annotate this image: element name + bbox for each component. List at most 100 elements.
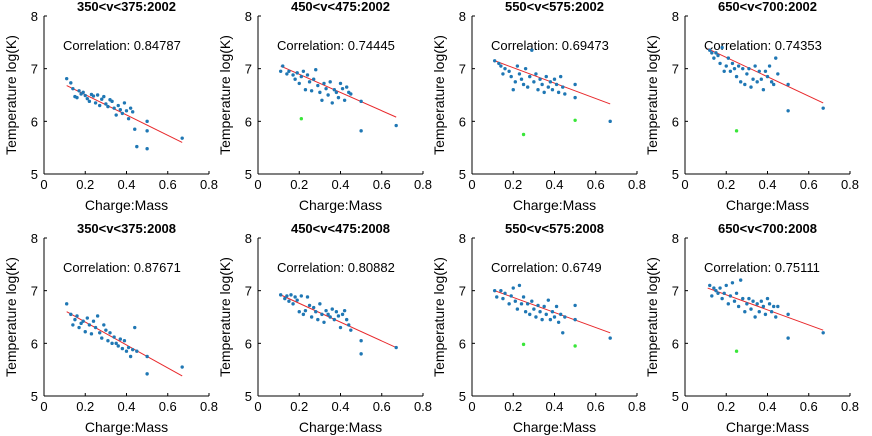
data-point [759, 77, 764, 81]
data-point [786, 312, 790, 317]
data-point [507, 69, 511, 74]
x-tick-label: 0 [681, 399, 688, 414]
data-point [145, 147, 149, 151]
data-point [720, 296, 724, 301]
data-point [133, 325, 137, 330]
data-point [316, 317, 320, 322]
data-point [714, 288, 718, 293]
data-point [747, 296, 751, 301]
x-tick-label: 0.8 [841, 177, 859, 192]
data-point [336, 95, 341, 100]
data-point [307, 303, 312, 308]
data-point [757, 69, 761, 74]
data-point [283, 296, 287, 301]
data-point [85, 96, 90, 101]
data-point [710, 294, 714, 298]
data-point [563, 92, 567, 96]
data-point [561, 331, 565, 335]
correlation-label: Correlation: 0.69473 [491, 38, 609, 53]
data-point [726, 56, 731, 60]
x-tick-label: 0 [254, 177, 261, 192]
data-point [77, 325, 81, 330]
data-point [710, 51, 714, 55]
data-point [767, 64, 772, 68]
data-point [324, 308, 328, 313]
data-point [278, 293, 283, 297]
fit-line [66, 85, 183, 143]
y-tick-label: 8 [31, 9, 38, 24]
data-point [145, 354, 149, 359]
data-point [83, 93, 87, 98]
data-point [328, 315, 332, 319]
data-point [743, 310, 747, 314]
data-point [106, 104, 110, 109]
data-point [532, 307, 536, 311]
correlation-label: Correlation: 0.6749 [491, 260, 602, 275]
data-point [135, 349, 139, 353]
data-point [104, 328, 108, 332]
y-tick-label: 8 [245, 9, 252, 24]
data-point [126, 117, 131, 121]
data-point [753, 64, 757, 68]
data-point [730, 61, 735, 66]
data-point [303, 88, 308, 92]
data-point [349, 92, 353, 96]
data-point [722, 291, 726, 295]
y-tick-label: 7 [672, 284, 679, 299]
data-point [97, 103, 102, 108]
y-axis-label: Temperature log(K) [217, 257, 233, 377]
data-point [708, 283, 712, 288]
data-point [102, 323, 106, 327]
data-point [110, 341, 114, 346]
data-point [281, 64, 285, 68]
x-tick-label: 0.2 [290, 399, 308, 414]
data-point [573, 82, 577, 87]
data-point [573, 303, 577, 308]
y-tick-label: 5 [31, 167, 38, 182]
data-point [135, 144, 139, 149]
x-tick-label: 0.4 [758, 177, 776, 192]
y-tick-label: 7 [672, 62, 679, 77]
data-point [87, 323, 92, 327]
data-point [503, 291, 507, 295]
data-point [334, 310, 339, 314]
data-point [309, 89, 314, 93]
data-point [734, 291, 739, 295]
x-axis-label: Charge:Mass [299, 419, 382, 435]
outlier-point [734, 349, 739, 353]
data-point [536, 88, 540, 92]
y-tick-label: 6 [672, 336, 679, 351]
data-point [69, 312, 73, 317]
data-point [732, 66, 737, 71]
data-point [726, 302, 731, 306]
outlier-point [573, 118, 577, 122]
data-point [501, 296, 505, 301]
data-point [774, 56, 778, 60]
outlier-point [521, 342, 526, 347]
fit-line [66, 311, 183, 377]
data-point [180, 365, 184, 369]
correlation-label: Correlation: 0.84787 [63, 38, 181, 53]
x-axis-label: Charge:Mass [85, 419, 168, 435]
data-point [342, 98, 347, 102]
data-point [776, 72, 780, 76]
x-tick-label: 0.2 [504, 399, 522, 414]
data-point [359, 339, 363, 343]
y-tick-label: 7 [245, 62, 252, 77]
data-point [509, 74, 513, 79]
data-point [301, 69, 306, 74]
data-point [751, 299, 755, 303]
data-point [507, 302, 511, 306]
y-tick-label: 6 [459, 114, 466, 129]
data-point [554, 82, 559, 87]
data-point [538, 310, 542, 314]
data-point [511, 88, 515, 92]
x-axis-label: Charge:Mass [726, 419, 809, 435]
data-point [767, 302, 772, 306]
x-tick-label: 0.4 [331, 177, 349, 192]
data-point [755, 80, 759, 84]
y-tick-label: 7 [31, 62, 38, 77]
correlation-label: Correlation: 0.87671 [63, 260, 181, 275]
data-point [786, 82, 790, 87]
data-point [546, 85, 551, 89]
